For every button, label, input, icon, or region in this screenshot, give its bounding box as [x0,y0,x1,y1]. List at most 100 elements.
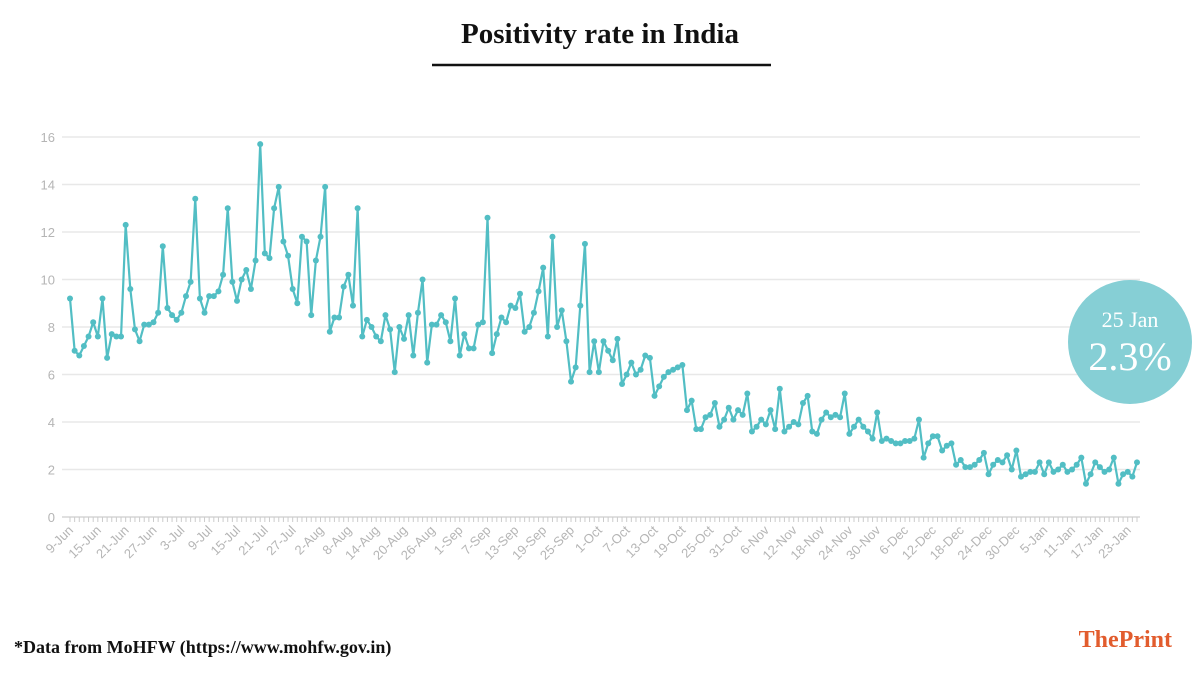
data-point [990,461,997,468]
data-point [804,392,811,399]
data-point [1106,466,1113,473]
data-point [1008,466,1015,473]
data-point [651,392,658,399]
data-point [563,338,570,345]
data-point [716,423,723,430]
data-point [479,319,486,326]
data-point [827,414,834,421]
annotation-value: 2.3% [1088,334,1171,379]
data-point [957,457,964,463]
data-point [280,238,287,245]
data-point [591,338,598,345]
data-point [786,423,793,430]
data-point [549,233,556,240]
data-point [1004,452,1011,459]
data-point [851,423,858,430]
data-point [1082,480,1089,487]
data-point [809,428,816,435]
data-point [540,264,547,271]
y-tick-label: 12 [41,225,55,240]
data-point [902,438,909,444]
data-point [1059,461,1066,468]
x-tick-label: 31-Oct [706,522,744,560]
data-point [493,331,500,338]
x-tick-label: 21-Jul [235,522,271,558]
data-point [915,416,922,423]
data-point [739,411,746,418]
data-point [354,205,361,212]
data-point [150,319,157,326]
y-tick-label: 14 [41,178,55,193]
data-point [953,461,960,468]
data-point [1134,459,1140,466]
data-point [869,435,876,442]
data-point [80,343,87,349]
data-point [122,221,129,228]
data-point [962,464,969,471]
annotation-bubble [1068,280,1192,404]
data-point [744,390,751,397]
x-tick-label: 15-Jul [207,522,243,558]
data-point [308,312,315,319]
data-point [71,347,78,354]
data-point [1115,480,1122,487]
data-point [753,423,760,430]
data-point [966,464,973,471]
data-point [790,419,797,425]
data-point [674,364,681,371]
data-point [642,352,649,359]
data-point [387,326,394,333]
data-point [456,352,463,359]
data-point [1110,454,1117,461]
data-point [169,312,176,319]
data-point [164,305,171,311]
data-point [577,302,584,309]
data-point [943,442,950,449]
data-point [145,321,152,328]
data-point [187,278,194,285]
data-point [1036,459,1043,466]
data-point [888,438,895,444]
data-point [173,316,180,323]
data-point [994,457,1001,463]
data-point [349,302,356,309]
data-point [1073,461,1080,468]
data-point [470,345,477,352]
data-point [405,312,412,319]
data-point [452,295,459,302]
data-point [159,243,166,250]
data-point [215,288,222,295]
data-point [1120,471,1127,478]
data-point [637,366,644,373]
data-point [971,461,978,468]
data-point [252,257,259,264]
data-point [155,309,162,316]
data-point [688,397,695,404]
data-point [795,421,802,428]
data-point [224,205,231,212]
data-point [220,271,227,278]
data-point [359,333,366,340]
data-point [925,440,932,447]
data-point [373,333,380,340]
data-point [433,321,440,328]
data-point [266,255,273,262]
data-point [238,276,245,283]
data-point [595,369,602,376]
data-point [818,416,825,423]
data-point [85,333,92,340]
data-point [535,288,542,295]
data-point [113,333,120,340]
data-point [461,331,468,338]
data-point [693,426,700,433]
data-point [837,414,844,421]
data-point [229,278,236,285]
data-point [767,407,774,414]
data-point [660,373,667,380]
data-point [512,305,519,311]
data-point [572,364,579,371]
data-point [303,238,310,245]
data-point [600,338,607,345]
data-point [874,409,881,416]
data-point [911,435,918,442]
